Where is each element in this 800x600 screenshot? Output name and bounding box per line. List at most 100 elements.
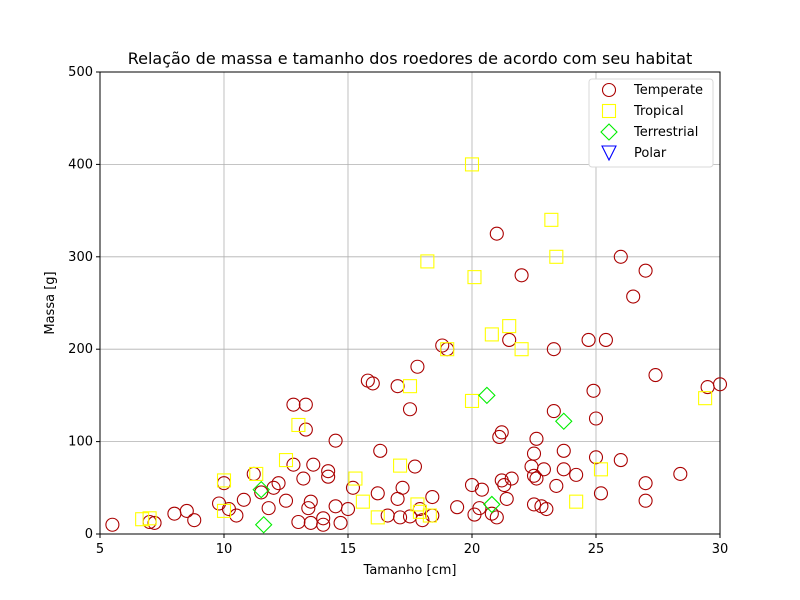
temperate-point [489, 510, 504, 525]
temperate-point [526, 468, 542, 483]
y-tick-label: 500 [68, 65, 93, 80]
tropical-point [216, 473, 232, 488]
temperate-point [328, 499, 343, 514]
tropical-point [422, 508, 437, 523]
temperate-point [526, 446, 542, 461]
temperate-point [345, 480, 361, 495]
plot-frame [99, 71, 721, 535]
temperate-point [286, 397, 301, 412]
tropical-point [142, 511, 157, 526]
temperate-point [328, 433, 343, 448]
temperate-point [402, 402, 418, 417]
legend-marker [601, 103, 617, 119]
tropical-point [393, 458, 408, 473]
tropical-point [249, 466, 264, 481]
terrestrial-point [252, 480, 270, 499]
temperate-point [321, 469, 336, 484]
y-tick-label: 200 [68, 342, 93, 357]
temperate-point [303, 494, 318, 509]
tropical-point [467, 270, 482, 285]
tropical-point [440, 342, 455, 357]
temperate-point [638, 263, 653, 278]
legend-box [588, 78, 714, 168]
tropical-point [412, 504, 427, 519]
tropical-point [291, 417, 306, 433]
tropical-point [549, 249, 564, 264]
temperate-point [569, 467, 584, 482]
temperate-point [105, 517, 120, 532]
temperate-point [484, 506, 499, 521]
temperate-point [236, 492, 251, 507]
legend-label: Tropical [633, 104, 684, 119]
tropical-point [544, 212, 559, 227]
terrestrial-point [554, 412, 573, 431]
temperate-point [546, 342, 561, 357]
temperate-point [167, 506, 182, 521]
temperate-point [526, 497, 542, 512]
temperate-point [291, 514, 306, 530]
temperate-point [504, 471, 519, 486]
tropical-point [135, 512, 150, 527]
y-tick-label: 300 [68, 250, 93, 265]
tropical-point [420, 254, 435, 269]
temperate-point [373, 443, 388, 458]
points-layer [105, 157, 728, 534]
tropical-point [410, 497, 425, 512]
legend-label: Temperate [633, 83, 703, 98]
temperate-point [254, 485, 269, 500]
temperate-point [296, 471, 311, 486]
tropical-point [484, 327, 499, 342]
legend: Temperate Tropical Terrestrial Polar [588, 78, 714, 168]
temperate-point [316, 517, 331, 532]
temperate-point [301, 501, 316, 516]
temperate-point [271, 476, 286, 491]
tropical-point [464, 157, 480, 172]
tropical-point [569, 494, 584, 509]
temperate-point [415, 513, 430, 528]
temperate-point [333, 515, 348, 530]
temperate-point [539, 502, 554, 517]
x-tick-label: 15 [340, 542, 357, 557]
temperate-point [626, 289, 641, 304]
temperate-point [365, 376, 380, 391]
temperate-point [514, 268, 529, 283]
temperate-point [497, 477, 512, 493]
y-tick-label: 100 [68, 435, 93, 450]
x-tick-label: 10 [216, 542, 233, 557]
temperate-point [534, 499, 549, 514]
temperate-point [370, 486, 385, 501]
temperate-point [298, 422, 313, 437]
temperate-point [261, 501, 276, 516]
temperate-point [179, 503, 194, 518]
tropical-point [355, 494, 370, 509]
x-tick-label: 25 [588, 542, 605, 557]
temperate-point [390, 379, 405, 394]
temperate-point [229, 508, 244, 523]
terrestrial-point [254, 515, 273, 534]
temperate-point [588, 411, 604, 426]
temperate-point [494, 425, 509, 440]
y-axis-label: Massa [g] [43, 271, 58, 334]
legend-marker [601, 145, 617, 162]
temperate-point [593, 486, 609, 501]
tropical-point [464, 393, 480, 408]
temperate-point [529, 471, 544, 486]
temperate-point [340, 502, 356, 517]
temperate-point [316, 511, 331, 526]
tropical-point [502, 319, 517, 334]
x-tick-label: 5 [96, 542, 104, 557]
chart-title: Relação de massa e tamanho dos roedores … [128, 49, 693, 68]
temperate-point [278, 493, 294, 508]
temperate-point [360, 373, 375, 388]
temperate-point [306, 457, 321, 472]
temperate-point [395, 480, 410, 495]
temperate-point [211, 496, 227, 511]
temperate-point [410, 359, 425, 374]
y-tick-label: 400 [68, 157, 93, 172]
temperate-point [613, 249, 628, 264]
temperate-point [648, 368, 663, 383]
tropical-point [216, 503, 232, 518]
y-tick-label: 0 [85, 527, 93, 542]
